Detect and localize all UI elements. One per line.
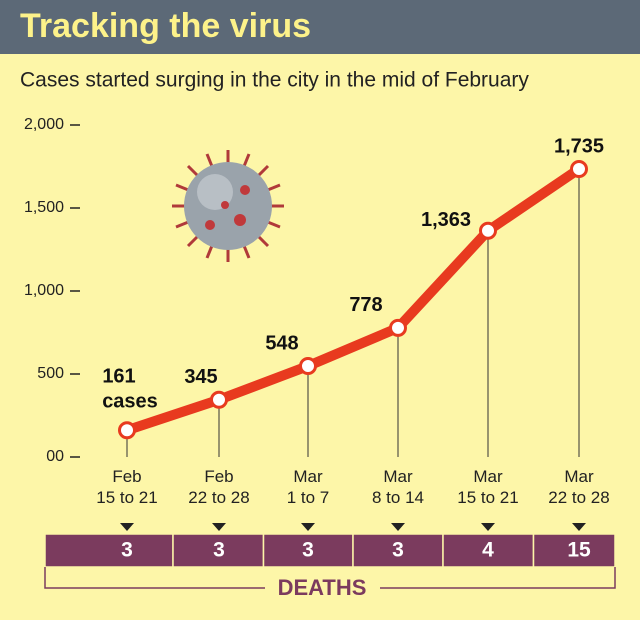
deaths-value: 3: [302, 539, 314, 562]
value-label: 778: [349, 294, 382, 316]
pointer: [301, 523, 315, 531]
pointer: [120, 523, 134, 531]
y-tick-label: 500: [37, 365, 64, 382]
value-label: 548: [265, 332, 298, 354]
series-line: [125, 164, 582, 436]
header-bar: [0, 0, 640, 54]
deaths-value: 3: [121, 539, 133, 562]
y-tick-label: 1,500: [24, 199, 64, 216]
deaths-box: [532, 533, 616, 568]
x-tick-label: Feb 22 to 28: [188, 467, 250, 507]
x-tick-label: Mar 8 to 14: [372, 467, 424, 507]
deaths-bracket: [44, 567, 616, 589]
virus-icon: [172, 150, 284, 262]
deaths-box: [44, 533, 174, 568]
y-tick-label: 2,000: [24, 116, 64, 133]
deaths-box: [352, 533, 444, 568]
deaths-box: [172, 533, 265, 568]
value-label: 161: [102, 366, 135, 388]
value-label: 1,363: [421, 209, 471, 231]
point: [570, 159, 588, 178]
point: [479, 221, 497, 240]
point: [210, 390, 228, 409]
series-name: cases: [102, 391, 158, 413]
point: [299, 357, 317, 376]
x-tick-label: Mar 15 to 21: [457, 467, 519, 507]
subtitle: Cases started surging in the city in the…: [20, 69, 529, 92]
deaths-label: DEATHS: [278, 575, 367, 600]
y-tick-label: 00: [46, 448, 64, 465]
point: [389, 318, 407, 337]
value-label: 345: [184, 366, 217, 388]
pointer: [212, 523, 226, 531]
pointer: [391, 523, 405, 531]
pointer: [572, 523, 586, 531]
deaths-value: 15: [567, 539, 591, 562]
x-tick-label: Mar 1 to 7: [286, 467, 330, 507]
value-label: 1,735: [554, 135, 604, 157]
x-tick-label: Feb 15 to 21: [96, 467, 158, 507]
deaths-value: 4: [482, 539, 494, 562]
point: [118, 421, 136, 440]
x-tick-label: Mar 22 to 28: [548, 467, 610, 507]
deaths-box: [262, 533, 354, 568]
y-tick-label: 1,000: [24, 282, 64, 299]
deaths-value: 3: [213, 539, 225, 562]
deaths-value: 3: [392, 539, 404, 562]
pointer: [481, 523, 495, 531]
title: Tracking the virus: [20, 7, 311, 45]
